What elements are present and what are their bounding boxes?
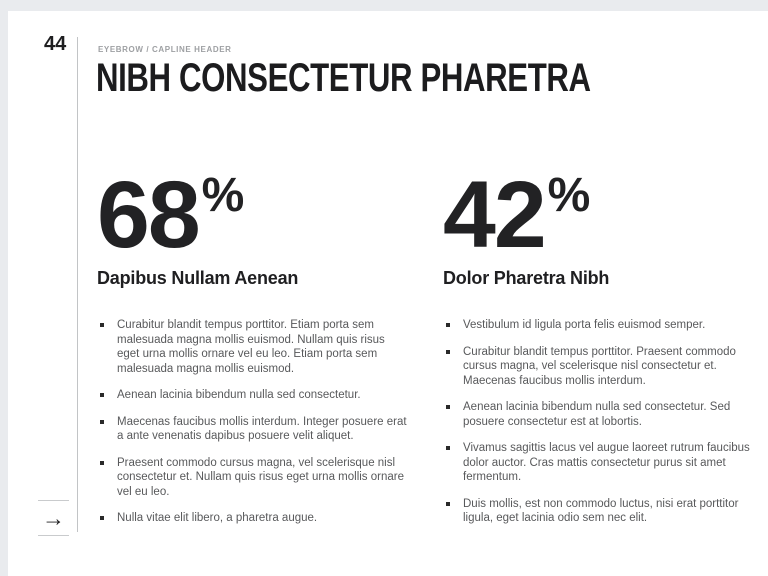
list-item: Aenean lacinia bibendum nulla sed consec… (446, 400, 753, 429)
list-item: Curabitur blandit tempus porttitor. Prae… (446, 345, 753, 389)
bullet-square-icon (446, 446, 450, 450)
column-heading-left: Dapibus Nullam Aenean (97, 268, 299, 288)
bullet-text: Praesent commodo cursus magna, vel scele… (117, 456, 404, 498)
list-item: Praesent commodo cursus magna, vel scele… (100, 456, 407, 500)
stat-left-percent-sign: % (201, 169, 245, 222)
bullet-text: Aenean lacinia bibendum nulla sed consec… (463, 401, 731, 428)
column-heading-right: Dolor Pharetra Nibh (443, 268, 610, 288)
list-item: Vivamus sagittis lacus vel augue laoreet… (446, 441, 753, 485)
bullet-square-icon (446, 501, 450, 506)
slide-background (8, 11, 768, 576)
list-item: Vestibulum id ligula porta felis euismod… (446, 318, 753, 333)
bullet-square-icon (100, 460, 104, 465)
bullet-square-icon (446, 405, 450, 409)
bullet-text: Curabitur blandit tempus porttitor. Prae… (463, 345, 736, 387)
stat-right: 42 % (443, 168, 753, 263)
bullet-text: Curabitur blandit tempus porttitor. Etia… (117, 319, 385, 375)
bullet-text: Duis mollis, est non commodo luctus, nis… (463, 497, 739, 525)
bullet-text: Aenean lacinia bibendum nulla sed consec… (117, 389, 361, 401)
bullet-list-right: Vestibulum id ligula porta felis euismod… (443, 318, 753, 526)
bullet-square-icon (446, 349, 450, 354)
page-title: NIBH CONSECTETUR PHARETRA (96, 56, 591, 100)
list-item: Duis mollis, est non commodo luctus, nis… (446, 497, 753, 526)
stat-right-percent-sign: % (547, 169, 591, 222)
bullet-text: Vestibulum id ligula porta felis euismod… (463, 319, 706, 331)
bullet-square-icon (446, 323, 450, 327)
list-item: Curabitur blandit tempus porttitor. Etia… (100, 318, 407, 376)
right-arrow-icon: → (42, 504, 65, 531)
bullet-square-icon (100, 419, 104, 424)
bullet-text: Vivamus sagittis lacus vel augue laoreet… (463, 442, 750, 483)
vertical-divider (77, 37, 78, 532)
stat-column-right: 42 % Dolor Pharetra Nibh Vestibulum id l… (443, 168, 753, 538)
list-item: Nulla vitae elit libero, a pharetra augu… (100, 511, 407, 526)
list-item: Maecenas faucibus mollis interdum. Integ… (100, 415, 407, 444)
bullet-square-icon (100, 393, 104, 397)
bullet-text: Maecenas faucibus mollis interdum. Integ… (117, 415, 407, 443)
bullet-list-left: Curabitur blandit tempus porttitor. Etia… (97, 318, 407, 526)
bullet-text: Nulla vitae elit libero, a pharetra augu… (117, 512, 318, 524)
bullet-square-icon (100, 516, 104, 520)
bullet-square-icon (100, 323, 104, 327)
list-item: Aenean lacinia bibendum nulla sed consec… (100, 388, 407, 403)
stat-column-left: 68 % Dapibus Nullam Aenean Curabitur bla… (97, 168, 407, 538)
stat-left-value: 68 (97, 162, 201, 268)
stat-left: 68 % (97, 168, 407, 263)
stat-right-value: 42 (443, 162, 547, 268)
page-number: 44 (44, 33, 67, 55)
next-slide-button[interactable]: → (38, 500, 69, 536)
eyebrow-label: EYEBROW / CAPLINE HEADER (98, 45, 232, 54)
